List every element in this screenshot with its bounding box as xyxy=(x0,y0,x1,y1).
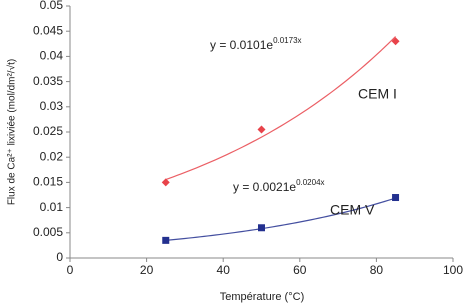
data-point xyxy=(161,178,170,187)
x-tick-label: 40 xyxy=(217,263,231,277)
y-tick-label: 0.045 xyxy=(33,23,63,37)
data-point xyxy=(391,37,400,46)
data-point xyxy=(257,125,266,134)
y-tick-label: 0.005 xyxy=(33,225,63,239)
series-label: CEM V xyxy=(330,202,375,218)
x-tick-label: 100 xyxy=(443,263,463,277)
y-tick-label: 0.015 xyxy=(33,175,63,189)
y-tick-label: 0.025 xyxy=(33,124,63,138)
series-label: CEM I xyxy=(358,86,397,102)
y-tick-label: 0.04 xyxy=(40,49,64,63)
equation-base: y = 0.0101e xyxy=(210,38,273,52)
data-point xyxy=(392,194,400,202)
data-point xyxy=(162,236,170,244)
y-tick-label: 0.02 xyxy=(40,149,64,163)
y-tick-label: 0.05 xyxy=(40,0,64,12)
trend-equation: y = 0.0021e0.0204x xyxy=(233,178,325,194)
trend-equation: y = 0.0101e0.0173x xyxy=(210,36,302,52)
equation-exponent: 0.0204x xyxy=(296,178,324,187)
x-tick-label: 0 xyxy=(67,263,74,277)
data-point xyxy=(258,224,265,232)
y-axis-label: Flux de Ca²⁺ lixiviée (mol/dm²/√t) xyxy=(6,59,18,205)
equation-exponent: 0.0173x xyxy=(273,36,301,45)
x-tick-label: 80 xyxy=(370,263,384,277)
y-tick-label: 0 xyxy=(56,250,63,264)
trendline xyxy=(165,197,396,241)
equation-base: y = 0.0021e xyxy=(233,180,296,194)
y-tick-label: 0.035 xyxy=(33,74,63,88)
y-tick-label: 0.03 xyxy=(40,99,64,113)
x-tick-label: 60 xyxy=(293,263,307,277)
trendline xyxy=(165,36,396,181)
y-tick-label: 0.01 xyxy=(40,200,64,214)
x-tick-label: 20 xyxy=(140,263,154,277)
x-axis-label: Température (°C) xyxy=(220,291,304,303)
